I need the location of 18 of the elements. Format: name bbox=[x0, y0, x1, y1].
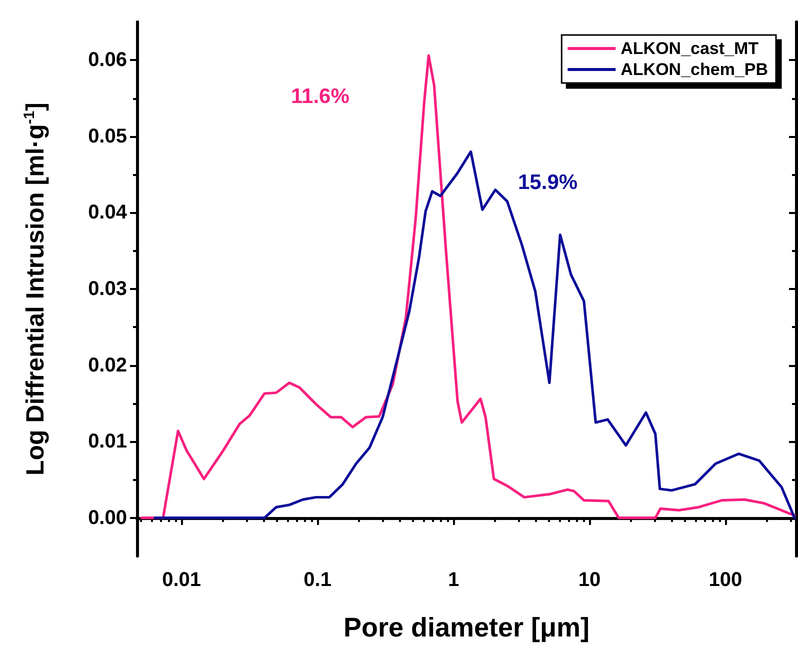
y-axis-title: Log Diffrential Intrusion [ml·g-1] bbox=[21, 102, 50, 476]
y-tick-label: 0.01 bbox=[88, 430, 127, 453]
legend-label: ALKON_chem_PB bbox=[620, 60, 768, 79]
y-tick-label: 0.04 bbox=[88, 202, 128, 224]
y-tick-label: 0.00 bbox=[88, 506, 127, 529]
y-tick-label: 0.02 bbox=[88, 354, 127, 376]
y-tick-label: 0.06 bbox=[88, 49, 127, 72]
x-tick-label: 0.01 bbox=[162, 569, 202, 591]
annotation: 15.9% bbox=[518, 171, 578, 194]
x-tick-label: 0.1 bbox=[304, 569, 332, 591]
legend-label: ALKON_cast_MT bbox=[620, 39, 760, 58]
x-tick-label: 10 bbox=[578, 569, 601, 591]
annotation: 11.6% bbox=[291, 85, 350, 108]
x-tick-label: 1 bbox=[448, 569, 460, 591]
y-tick-label: 0.03 bbox=[88, 278, 127, 300]
y-tick-label: 0.05 bbox=[88, 125, 127, 148]
x-tick-label: 100 bbox=[708, 569, 742, 591]
x-axis-title: Pore diameter [μm] bbox=[343, 612, 590, 642]
